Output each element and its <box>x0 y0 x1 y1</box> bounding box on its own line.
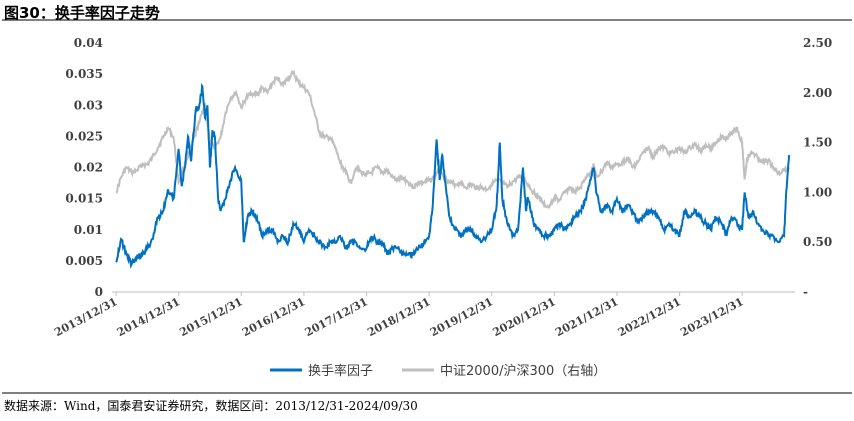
x-tick-label: 2022/12/31 <box>616 295 683 339</box>
left-y-tick-label: 0.035 <box>65 67 103 81</box>
right-y-tick-label: 2.00 <box>803 86 832 100</box>
x-tick-label: 2013/12/31 <box>52 295 119 339</box>
right-y-tick-label: 1.50 <box>803 136 832 150</box>
left-y-tick-label: 0.02 <box>74 161 103 175</box>
x-tick-label: 2017/12/31 <box>303 295 370 339</box>
x-tick-label: 2018/12/31 <box>365 295 432 339</box>
right-y-axis: 2.50 2.00 1.50 1.00 0.50 - <box>803 36 832 299</box>
left-y-tick-label: 0.04 <box>74 36 103 50</box>
right-y-tick-label: 0.50 <box>803 235 832 249</box>
legend: 换手率因子 中证2000/沪深300（右轴） <box>270 363 606 379</box>
left-y-axis: 0.04 0.035 0.03 0.025 0.02 0.015 0.01 0.005 0 <box>65 36 103 299</box>
left-y-tick-label: 0.01 <box>74 223 103 237</box>
line-chart: 0.04 0.035 0.03 0.025 0.02 0.015 0.01 0.005 0 2.… <box>2 19 852 394</box>
right-y-tick-label: 2.50 <box>803 36 832 50</box>
source-note: 数据来源：Wind，国泰君安证券研究，数据区间：2013/12/31-2024/… <box>4 399 418 413</box>
x-tick-label: 2020/12/31 <box>491 295 558 339</box>
x-tick-label: 2016/12/31 <box>240 295 307 339</box>
left-y-tick-label: 0.005 <box>65 254 103 268</box>
x-tick-label: 2023/12/31 <box>678 295 745 339</box>
series-line-turnover-factor <box>115 82 791 270</box>
legend-label-factor: 换手率因子 <box>308 363 373 379</box>
right-y-tick-label: - <box>803 285 808 299</box>
x-tick-label: 2021/12/31 <box>553 295 620 339</box>
left-y-tick-label: 0.03 <box>74 98 103 112</box>
chart-title: 图30：换手率因子走势 <box>4 4 160 22</box>
x-tick-label: 2015/12/31 <box>177 295 244 339</box>
left-y-tick-label: 0.025 <box>65 129 103 143</box>
plot-area <box>115 69 791 270</box>
legend-label-index: 中证2000/沪深300（右轴） <box>440 363 606 379</box>
x-tick-labels: 2013/12/312014/12/312015/12/312016/12/31… <box>52 292 746 339</box>
x-tick-label: 2019/12/31 <box>428 295 495 339</box>
x-tick-label: 2014/12/31 <box>115 295 182 339</box>
left-y-tick-label: 0.015 <box>65 192 103 206</box>
left-y-tick-label: 0 <box>95 285 103 299</box>
series-line-index-ratio <box>115 69 791 209</box>
right-y-tick-label: 1.00 <box>803 185 832 199</box>
